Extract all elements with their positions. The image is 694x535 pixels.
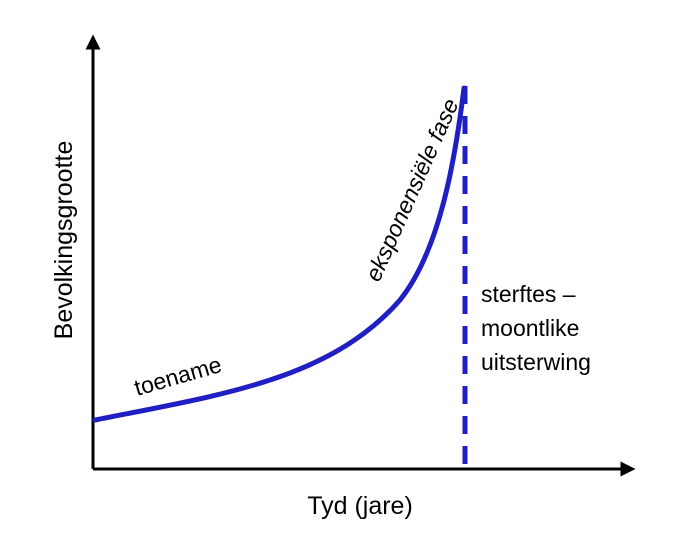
growth-curve: [92, 85, 467, 423]
death-label-line3: uitsterwing: [481, 349, 591, 375]
growth-label: toename: [131, 351, 224, 401]
death-label-line1: sterftes –: [481, 281, 576, 307]
x-axis-label: Tyd (jare): [307, 492, 413, 520]
death-label-line2: moontlike: [481, 315, 579, 341]
y-axis-label: Bevolkingsgrootte: [50, 141, 78, 340]
